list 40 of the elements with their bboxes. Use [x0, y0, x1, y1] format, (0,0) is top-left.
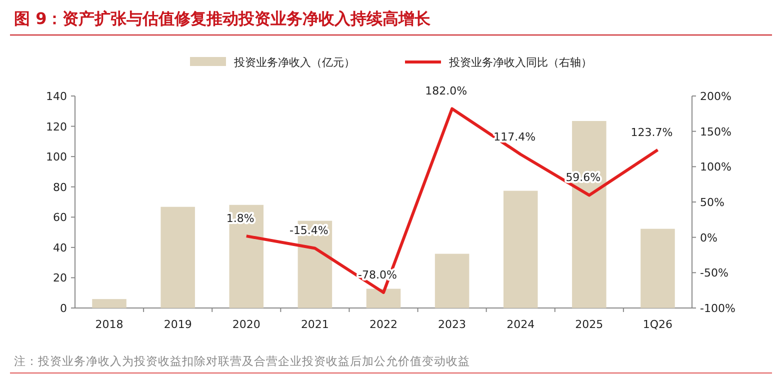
x-tick-label: 2018: [95, 318, 124, 331]
data-label: 123.7%: [630, 126, 673, 139]
x-tick-label: 1Q26: [642, 318, 673, 331]
chart-title: 图 9：资产扩张与估值修复推动投资业务净收入持续高增长: [14, 9, 432, 28]
y-tick-label: 140: [46, 90, 67, 103]
y2-tick-label: 100%: [700, 160, 732, 174]
text: 注：投资业务净收入为投资收益扣除对联营及合营企业投资收益后加公允价值变动收益: [14, 354, 470, 368]
x-tick-label: 2025: [575, 318, 604, 331]
x-tick-label: 2019: [164, 318, 192, 331]
y2-tick-label: 200%: [700, 90, 732, 103]
legend-label: 投资业务净收入（亿元）: [233, 56, 355, 69]
bar: [92, 299, 126, 308]
bar: [503, 190, 538, 308]
y-tick-label: 80: [53, 180, 67, 194]
data-label: 182.0%: [425, 84, 468, 98]
y2-tick-label: 150%: [700, 125, 732, 138]
bar: [366, 288, 401, 308]
bar: [160, 206, 195, 308]
x-tick-label: 2021: [300, 318, 329, 331]
y-tick-label: 100: [46, 150, 67, 164]
y-tick-label: 60: [53, 211, 67, 224]
data-label: -15.4%: [289, 224, 328, 238]
y-tick-label: 40: [53, 241, 67, 254]
x-tick-label: 2022: [370, 318, 398, 331]
y-tick-label: 20: [53, 272, 67, 285]
y2-tick-label: -100%: [700, 302, 736, 315]
x-tick-label: 2020: [232, 318, 260, 331]
y2-tick-label: 0%: [700, 231, 718, 244]
y-tick-label: 0: [60, 302, 67, 315]
bar: [640, 228, 675, 308]
x-tick-label: 2024: [506, 318, 535, 331]
x-tick-label: 2023: [438, 318, 466, 331]
y2-tick-label: 50%: [700, 196, 724, 209]
y-tick-label: 120: [46, 120, 67, 134]
y2-tick-label: -50%: [700, 266, 728, 280]
bar: [434, 254, 470, 308]
data-label: 1.8%: [226, 212, 254, 226]
data-label: 117.4%: [494, 130, 536, 144]
legend-label: 投资业务净收入同比（右轴）: [448, 56, 592, 69]
data-label: 59.6%: [566, 171, 601, 184]
